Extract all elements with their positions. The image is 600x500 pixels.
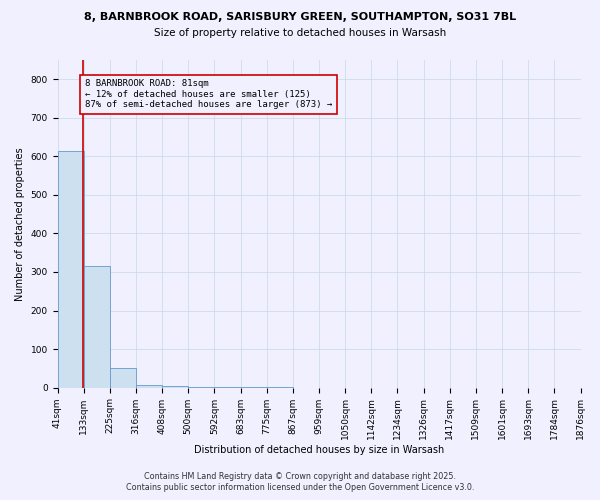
Bar	[162, 386, 188, 388]
Bar	[58, 150, 83, 388]
Text: Contains HM Land Registry data © Crown copyright and database right 2025.
Contai: Contains HM Land Registry data © Crown c…	[126, 472, 474, 492]
Bar	[110, 368, 136, 388]
Text: 8 BARNBROOK ROAD: 81sqm
← 12% of detached houses are smaller (125)
87% of semi-d: 8 BARNBROOK ROAD: 81sqm ← 12% of detache…	[85, 80, 332, 109]
Text: Size of property relative to detached houses in Warsash: Size of property relative to detached ho…	[154, 28, 446, 38]
Text: 8, BARNBROOK ROAD, SARISBURY GREEN, SOUTHAMPTON, SO31 7BL: 8, BARNBROOK ROAD, SARISBURY GREEN, SOUT…	[84, 12, 516, 22]
Bar	[188, 387, 214, 388]
X-axis label: Distribution of detached houses by size in Warsash: Distribution of detached houses by size …	[194, 445, 444, 455]
Bar	[83, 266, 110, 388]
Y-axis label: Number of detached properties: Number of detached properties	[15, 147, 25, 300]
Bar	[136, 384, 162, 388]
